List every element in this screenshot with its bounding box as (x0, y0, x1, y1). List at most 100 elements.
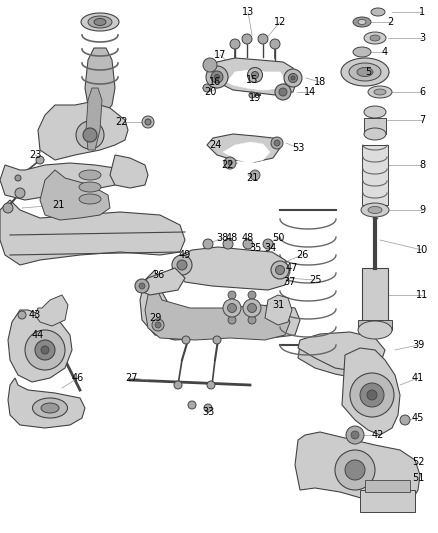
Text: 45: 45 (412, 413, 424, 423)
Ellipse shape (172, 255, 192, 275)
Circle shape (203, 58, 217, 72)
Ellipse shape (79, 194, 101, 204)
Polygon shape (145, 285, 290, 340)
Bar (365, 480, 410, 492)
Circle shape (135, 279, 149, 293)
Ellipse shape (251, 71, 258, 78)
Ellipse shape (289, 74, 297, 83)
Bar (358, 320, 392, 330)
Text: 46: 46 (72, 373, 84, 383)
Polygon shape (35, 295, 68, 326)
Circle shape (249, 92, 255, 98)
Circle shape (346, 426, 364, 444)
Circle shape (36, 156, 44, 164)
Circle shape (142, 116, 154, 128)
Ellipse shape (247, 303, 257, 312)
Text: 22: 22 (222, 160, 234, 170)
Text: 22: 22 (116, 117, 128, 127)
Circle shape (224, 157, 236, 169)
Text: 37: 37 (284, 277, 296, 287)
Text: 41: 41 (412, 373, 424, 383)
Circle shape (367, 390, 377, 400)
Ellipse shape (341, 58, 389, 86)
Circle shape (18, 311, 26, 319)
Text: 17: 17 (214, 50, 226, 60)
Ellipse shape (368, 86, 392, 98)
Text: 19: 19 (249, 93, 261, 103)
Polygon shape (172, 247, 290, 290)
Text: 15: 15 (246, 75, 258, 85)
Bar (360, 490, 415, 512)
Text: 2: 2 (387, 17, 393, 27)
Circle shape (152, 319, 164, 331)
Circle shape (203, 239, 213, 249)
Ellipse shape (353, 17, 371, 27)
Text: 11: 11 (416, 290, 428, 300)
Circle shape (345, 460, 365, 480)
Ellipse shape (368, 206, 382, 214)
Circle shape (350, 373, 394, 417)
Polygon shape (207, 134, 280, 162)
Text: 18: 18 (314, 77, 326, 87)
Bar (362, 145, 388, 205)
Text: 1: 1 (419, 7, 425, 17)
Polygon shape (8, 310, 72, 382)
Polygon shape (213, 58, 297, 95)
Ellipse shape (284, 69, 302, 87)
Circle shape (400, 415, 410, 425)
Ellipse shape (349, 63, 381, 81)
Ellipse shape (94, 19, 106, 26)
Ellipse shape (357, 68, 373, 77)
Circle shape (270, 39, 280, 49)
Ellipse shape (358, 321, 392, 339)
Text: 43: 43 (29, 310, 41, 320)
Text: 6: 6 (419, 87, 425, 97)
Text: 14: 14 (304, 87, 316, 97)
Circle shape (230, 39, 240, 49)
Bar (362, 268, 388, 323)
Ellipse shape (79, 182, 101, 192)
Text: 21: 21 (52, 200, 64, 210)
Text: 39: 39 (412, 340, 424, 350)
Text: 38: 38 (216, 233, 228, 243)
Circle shape (145, 119, 151, 125)
Polygon shape (85, 48, 115, 112)
Circle shape (258, 34, 268, 44)
Circle shape (83, 128, 97, 142)
Polygon shape (0, 163, 120, 200)
Ellipse shape (271, 261, 289, 279)
Circle shape (188, 401, 196, 409)
Circle shape (243, 239, 253, 249)
Text: 27: 27 (126, 373, 138, 383)
Text: 7: 7 (419, 115, 425, 125)
Text: 4: 4 (382, 47, 388, 57)
Text: 34: 34 (264, 243, 276, 253)
Circle shape (275, 84, 291, 100)
Text: 48: 48 (242, 233, 254, 243)
Ellipse shape (358, 20, 366, 25)
Ellipse shape (32, 398, 67, 418)
Text: 29: 29 (149, 313, 161, 323)
Text: 25: 25 (309, 275, 321, 285)
Circle shape (279, 88, 287, 96)
Text: 24: 24 (209, 140, 221, 150)
Circle shape (360, 383, 384, 407)
Ellipse shape (291, 76, 295, 80)
Text: 36: 36 (152, 270, 164, 280)
Ellipse shape (227, 303, 237, 312)
Polygon shape (40, 170, 110, 220)
Circle shape (242, 34, 252, 44)
Circle shape (25, 330, 65, 370)
Text: 50: 50 (272, 233, 284, 243)
Ellipse shape (361, 203, 389, 217)
Text: 52: 52 (412, 457, 424, 467)
Polygon shape (342, 348, 400, 435)
Circle shape (228, 304, 236, 312)
Polygon shape (298, 335, 378, 378)
Ellipse shape (243, 299, 261, 317)
Text: 53: 53 (292, 143, 304, 153)
Text: 49: 49 (179, 250, 191, 260)
Text: 20: 20 (204, 87, 216, 97)
Circle shape (182, 336, 190, 344)
Circle shape (250, 170, 260, 180)
